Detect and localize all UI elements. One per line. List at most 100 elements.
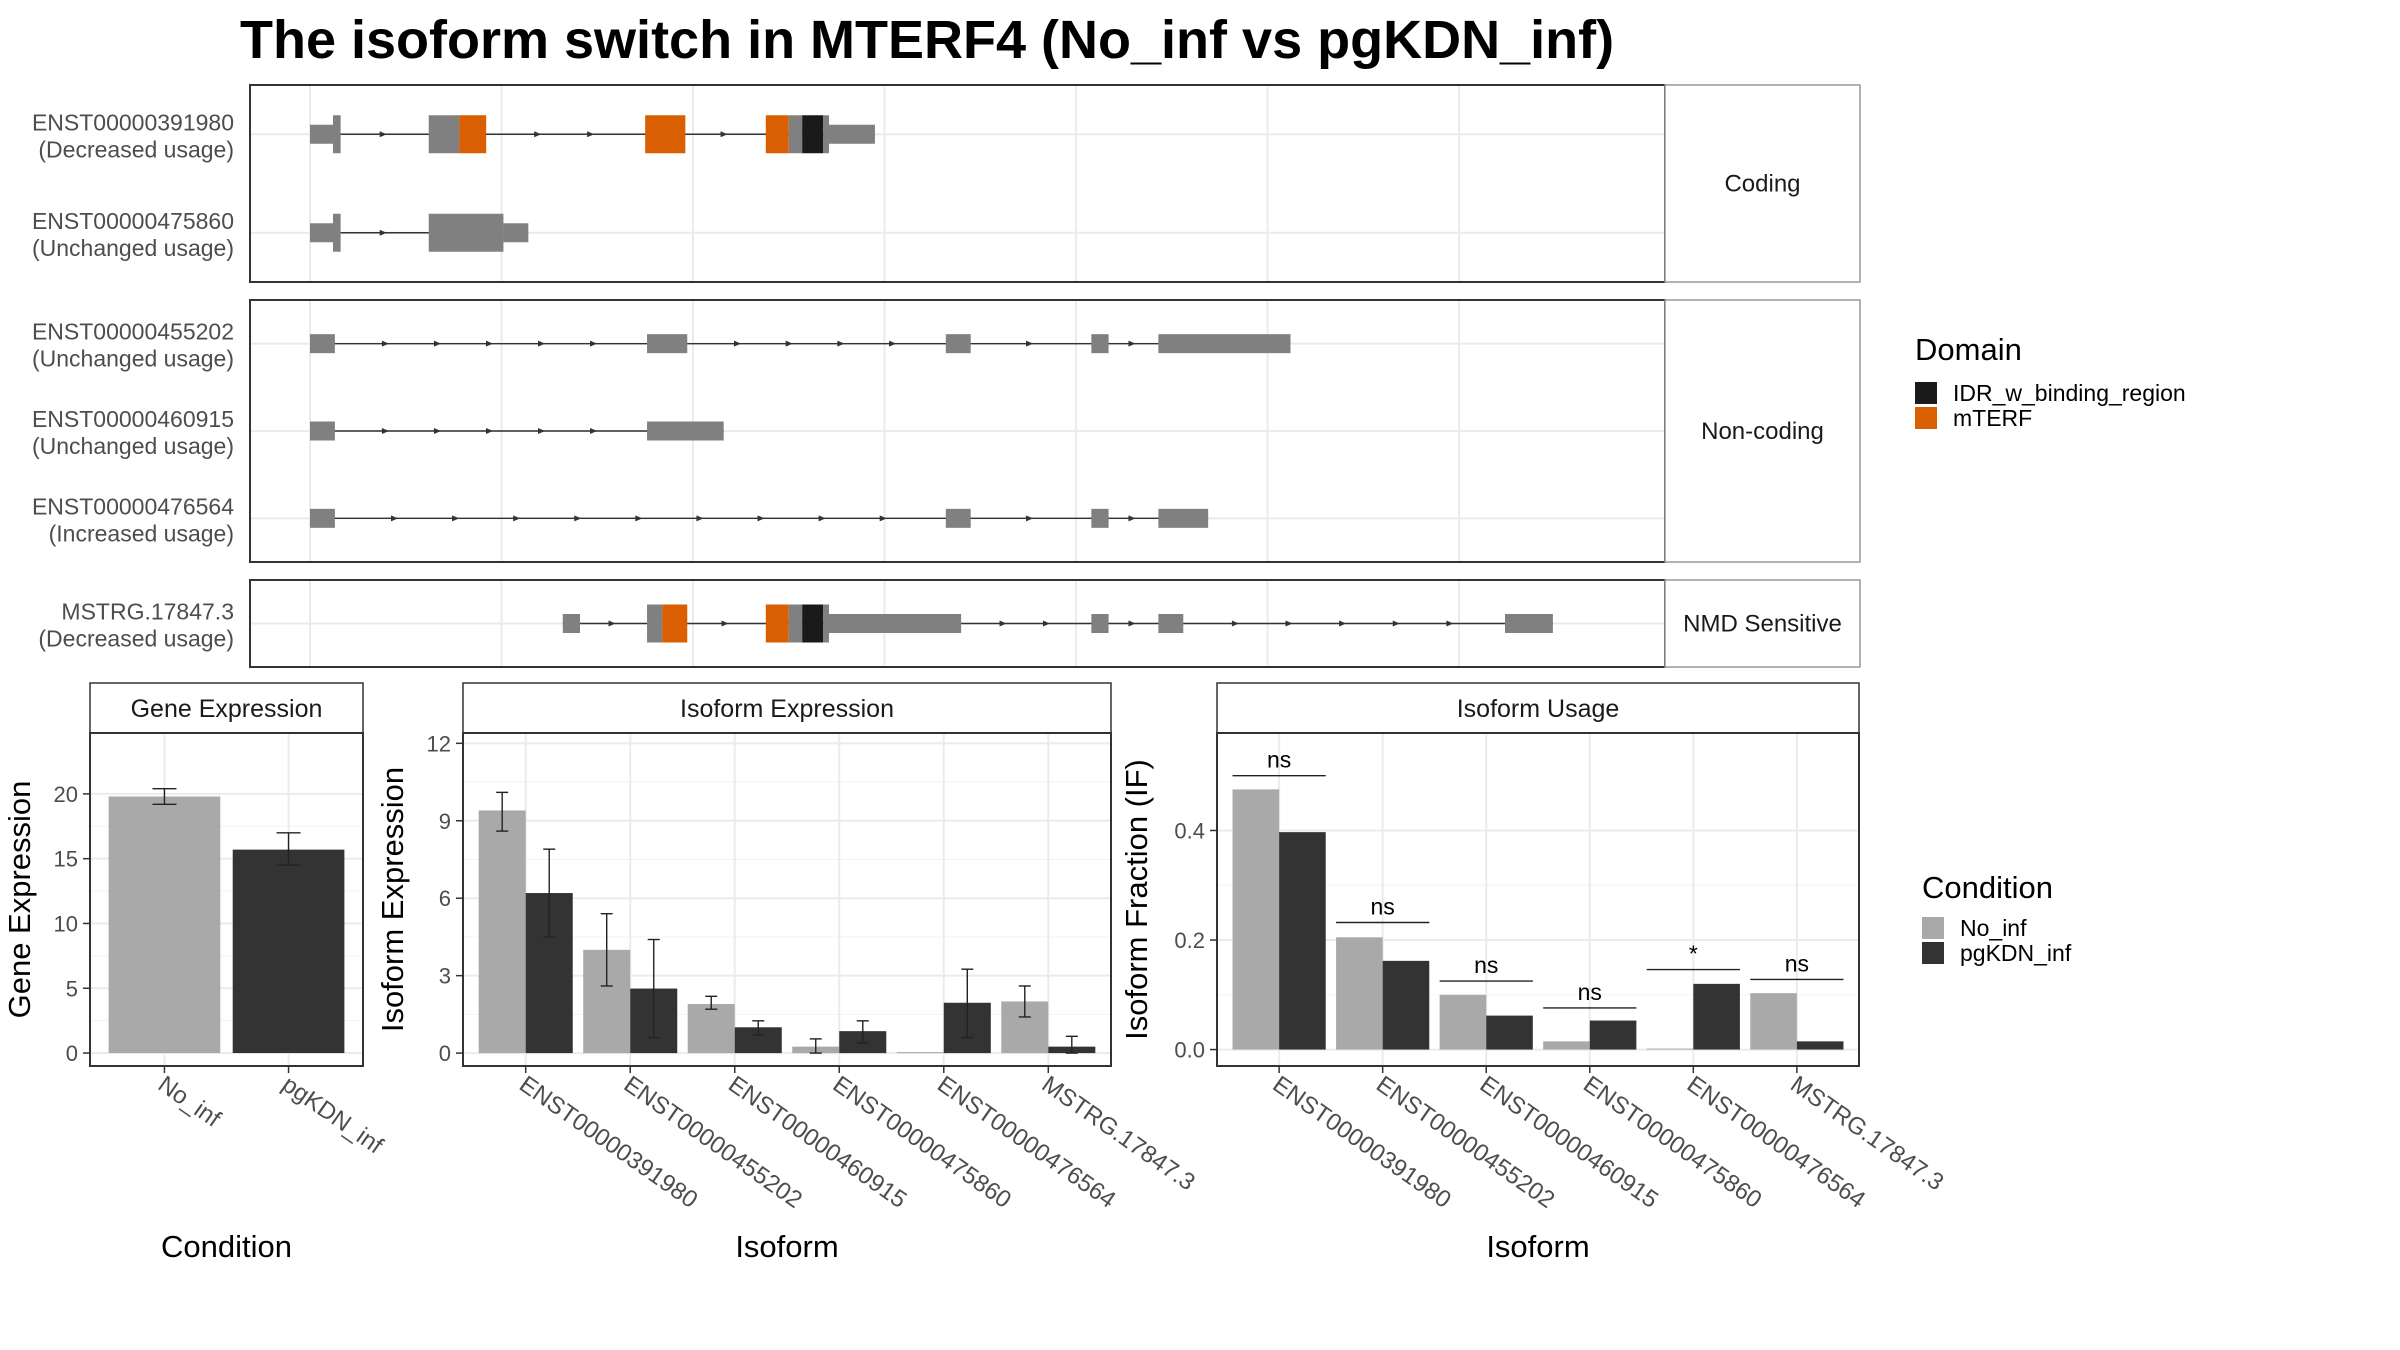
utr-exon-block: [1158, 508, 1209, 528]
bar-pgkdn_inf: [1382, 960, 1430, 1050]
panel-title-strip: [1216, 682, 1860, 734]
bar-no_inf: [108, 796, 221, 1054]
isoform-id-label: ENST00000391980: [32, 109, 234, 135]
y-tick-label: 5: [66, 976, 78, 1001]
significance-label: ns: [1371, 894, 1395, 920]
y-axis-title: Isoform Expression: [375, 767, 410, 1032]
condition-legend-label: pgKDN_inf: [1960, 940, 2072, 966]
domain-legend-title: Domain: [1915, 332, 2022, 367]
intron-direction-arrow: [381, 428, 389, 434]
bar-no_inf: [1646, 1048, 1694, 1050]
x-tick-label: ENST00000455202: [619, 1071, 807, 1214]
bar-no_inf: [687, 1004, 735, 1054]
isoform-id-label: ENST00000475860: [32, 208, 234, 234]
figure-title: The isoform switch in MTERF4 (No_inf vs …: [240, 10, 1614, 70]
y-tick-label: 9: [439, 809, 451, 834]
isoform-id-label: ENST00000476564: [32, 493, 234, 519]
intron-direction-arrow: [696, 515, 704, 522]
intron-direction-arrow: [379, 131, 387, 138]
utr-exon-block: [1158, 614, 1184, 633]
intron-direction-arrow: [818, 515, 826, 522]
utr-exon-block: [310, 223, 333, 243]
intron-direction-arrow: [433, 428, 441, 434]
utr-exon-block: [828, 614, 962, 633]
intron-direction-arrow: [1128, 515, 1136, 522]
domain-legend-swatch: [1915, 407, 1937, 429]
bar-no_inf: [1439, 994, 1487, 1050]
coding-exon-block: [428, 115, 460, 154]
intron-direction-arrow: [485, 428, 493, 434]
y-tick-label: 0: [439, 1041, 451, 1066]
isoform-usage-label: (Unchanged usage): [32, 235, 234, 261]
isoform-id-label: ENST00000455202: [32, 319, 234, 345]
utr-exon-block: [1091, 334, 1109, 354]
intron-direction-arrow: [1128, 620, 1136, 627]
bar-pgkdn_inf: [1589, 1020, 1637, 1050]
structure-panel-non-coding: ENST00000455202(Unchanged usage)ENST0000…: [32, 299, 1861, 563]
y-tick-label: 0.2: [1174, 928, 1205, 953]
bar-no_inf: [1336, 937, 1383, 1050]
intron-direction-arrow: [587, 131, 595, 138]
utr-exon-block: [1091, 508, 1109, 528]
panel-title: Isoform Expression: [680, 695, 894, 723]
isoform-id-label: MSTRG.17847.3: [61, 599, 234, 625]
mterf-domain-block: [662, 604, 688, 643]
intron-direction-arrow: [537, 340, 545, 347]
intron-direction-arrow: [452, 515, 460, 522]
x-axis-title: Condition: [161, 1229, 292, 1264]
y-tick-label: 20: [54, 782, 78, 807]
panel-border: [1216, 732, 1860, 1067]
intron-direction-arrow: [1026, 340, 1034, 347]
bar-pgkdn_inf: [1693, 983, 1740, 1050]
mterf-domain-block: [765, 604, 789, 643]
utr-exon-block: [1158, 334, 1291, 354]
isoform-usage-label: (Decreased usage): [38, 626, 234, 652]
coding-exon-block: [647, 604, 663, 643]
bar-pgkdn_inf: [232, 849, 345, 1054]
domain-legend-label: IDR_w_binding_region: [1953, 380, 2186, 406]
bar-no_inf: [1543, 1041, 1590, 1050]
isoform-structure-panels: ENST00000391980 (Decreased usage) ENST0000…: [32, 84, 1861, 668]
intron-direction-arrow: [999, 620, 1007, 627]
intron-direction-arrow: [1446, 620, 1454, 627]
bar-chart-isoform-expression: Isoform Expression036912ENST00000391980E…: [375, 682, 1200, 1264]
intron-direction-arrow: [590, 428, 598, 434]
significance-label: ns: [1578, 979, 1602, 1005]
intron-direction-arrow: [720, 131, 728, 138]
intron-direction-arrow: [721, 620, 729, 627]
x-tick-label: ENST00000476564: [1682, 1071, 1870, 1214]
intron-direction-arrow: [757, 515, 765, 522]
structure-panel-coding: ENST00000391980(Decreased usage) ENST0000…: [32, 84, 1861, 283]
x-tick-label: ENST00000475860: [1578, 1071, 1766, 1214]
isoform-usage-label: (Unchanged usage): [32, 346, 234, 372]
y-axis-title: Gene Expression: [2, 781, 37, 1019]
significance-label: ns: [1785, 950, 1809, 976]
intron-direction-arrow: [513, 515, 521, 522]
bar-no_inf: [478, 810, 526, 1054]
intron-direction-arrow: [381, 340, 389, 347]
isoform-usage-label: (Unchanged usage): [32, 433, 234, 459]
intron-direction-arrow: [1042, 620, 1050, 627]
coding-exon-block: [823, 115, 829, 154]
x-tick-label: ENST00000460915: [723, 1071, 911, 1214]
mterf-domain-block: [765, 115, 789, 154]
panel-border: [89, 732, 364, 1067]
intron-direction-arrow: [785, 340, 793, 347]
coding-exon-block: [823, 604, 829, 643]
facet-strip-label: Coding: [1724, 171, 1800, 198]
panel-background: [250, 85, 1665, 282]
y-tick-label: 10: [54, 911, 78, 936]
utr-exon-block: [310, 334, 335, 354]
utr-exon-block: [503, 223, 529, 243]
y-tick-label: 0.4: [1174, 818, 1205, 843]
y-tick-label: 6: [439, 886, 451, 911]
intron-direction-arrow: [733, 340, 741, 347]
intron-direction-arrow: [837, 340, 845, 347]
intron-direction-arrow: [379, 229, 387, 236]
intron-direction-arrow: [608, 620, 616, 627]
intron-direction-arrow: [1026, 515, 1034, 522]
x-axis-title: Isoform: [735, 1229, 838, 1264]
bar-no_inf: [1750, 993, 1797, 1050]
utr-exon-block: [310, 124, 333, 144]
y-tick-label: 3: [439, 964, 451, 989]
